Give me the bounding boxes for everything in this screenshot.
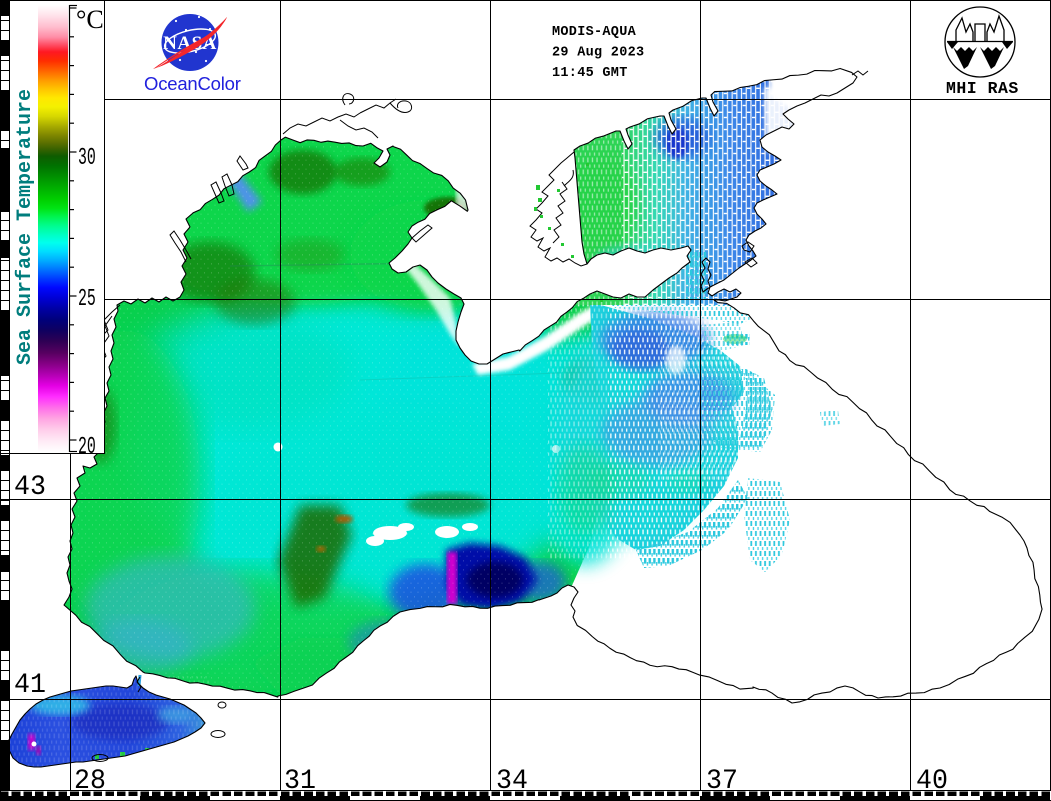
svg-text:30: 30: [78, 144, 96, 172]
svg-text:41: 41: [14, 669, 46, 701]
svg-text:MHI RAS: MHI RAS: [946, 79, 1019, 98]
svg-text:MODIS-AQUA: MODIS-AQUA: [552, 25, 637, 40]
svg-text:OceanColor: OceanColor: [144, 73, 241, 94]
svg-text:29 Aug 2023: 29 Aug 2023: [552, 46, 644, 61]
svg-text:Sea Surface Temperature: Sea Surface Temperature: [14, 89, 37, 365]
svg-text:°C: °C: [76, 5, 104, 34]
svg-text:11:45 GMT: 11:45 GMT: [552, 66, 628, 81]
svg-text:20: 20: [78, 433, 96, 461]
svg-text:25: 25: [78, 285, 96, 313]
svg-text:43: 43: [14, 471, 46, 503]
